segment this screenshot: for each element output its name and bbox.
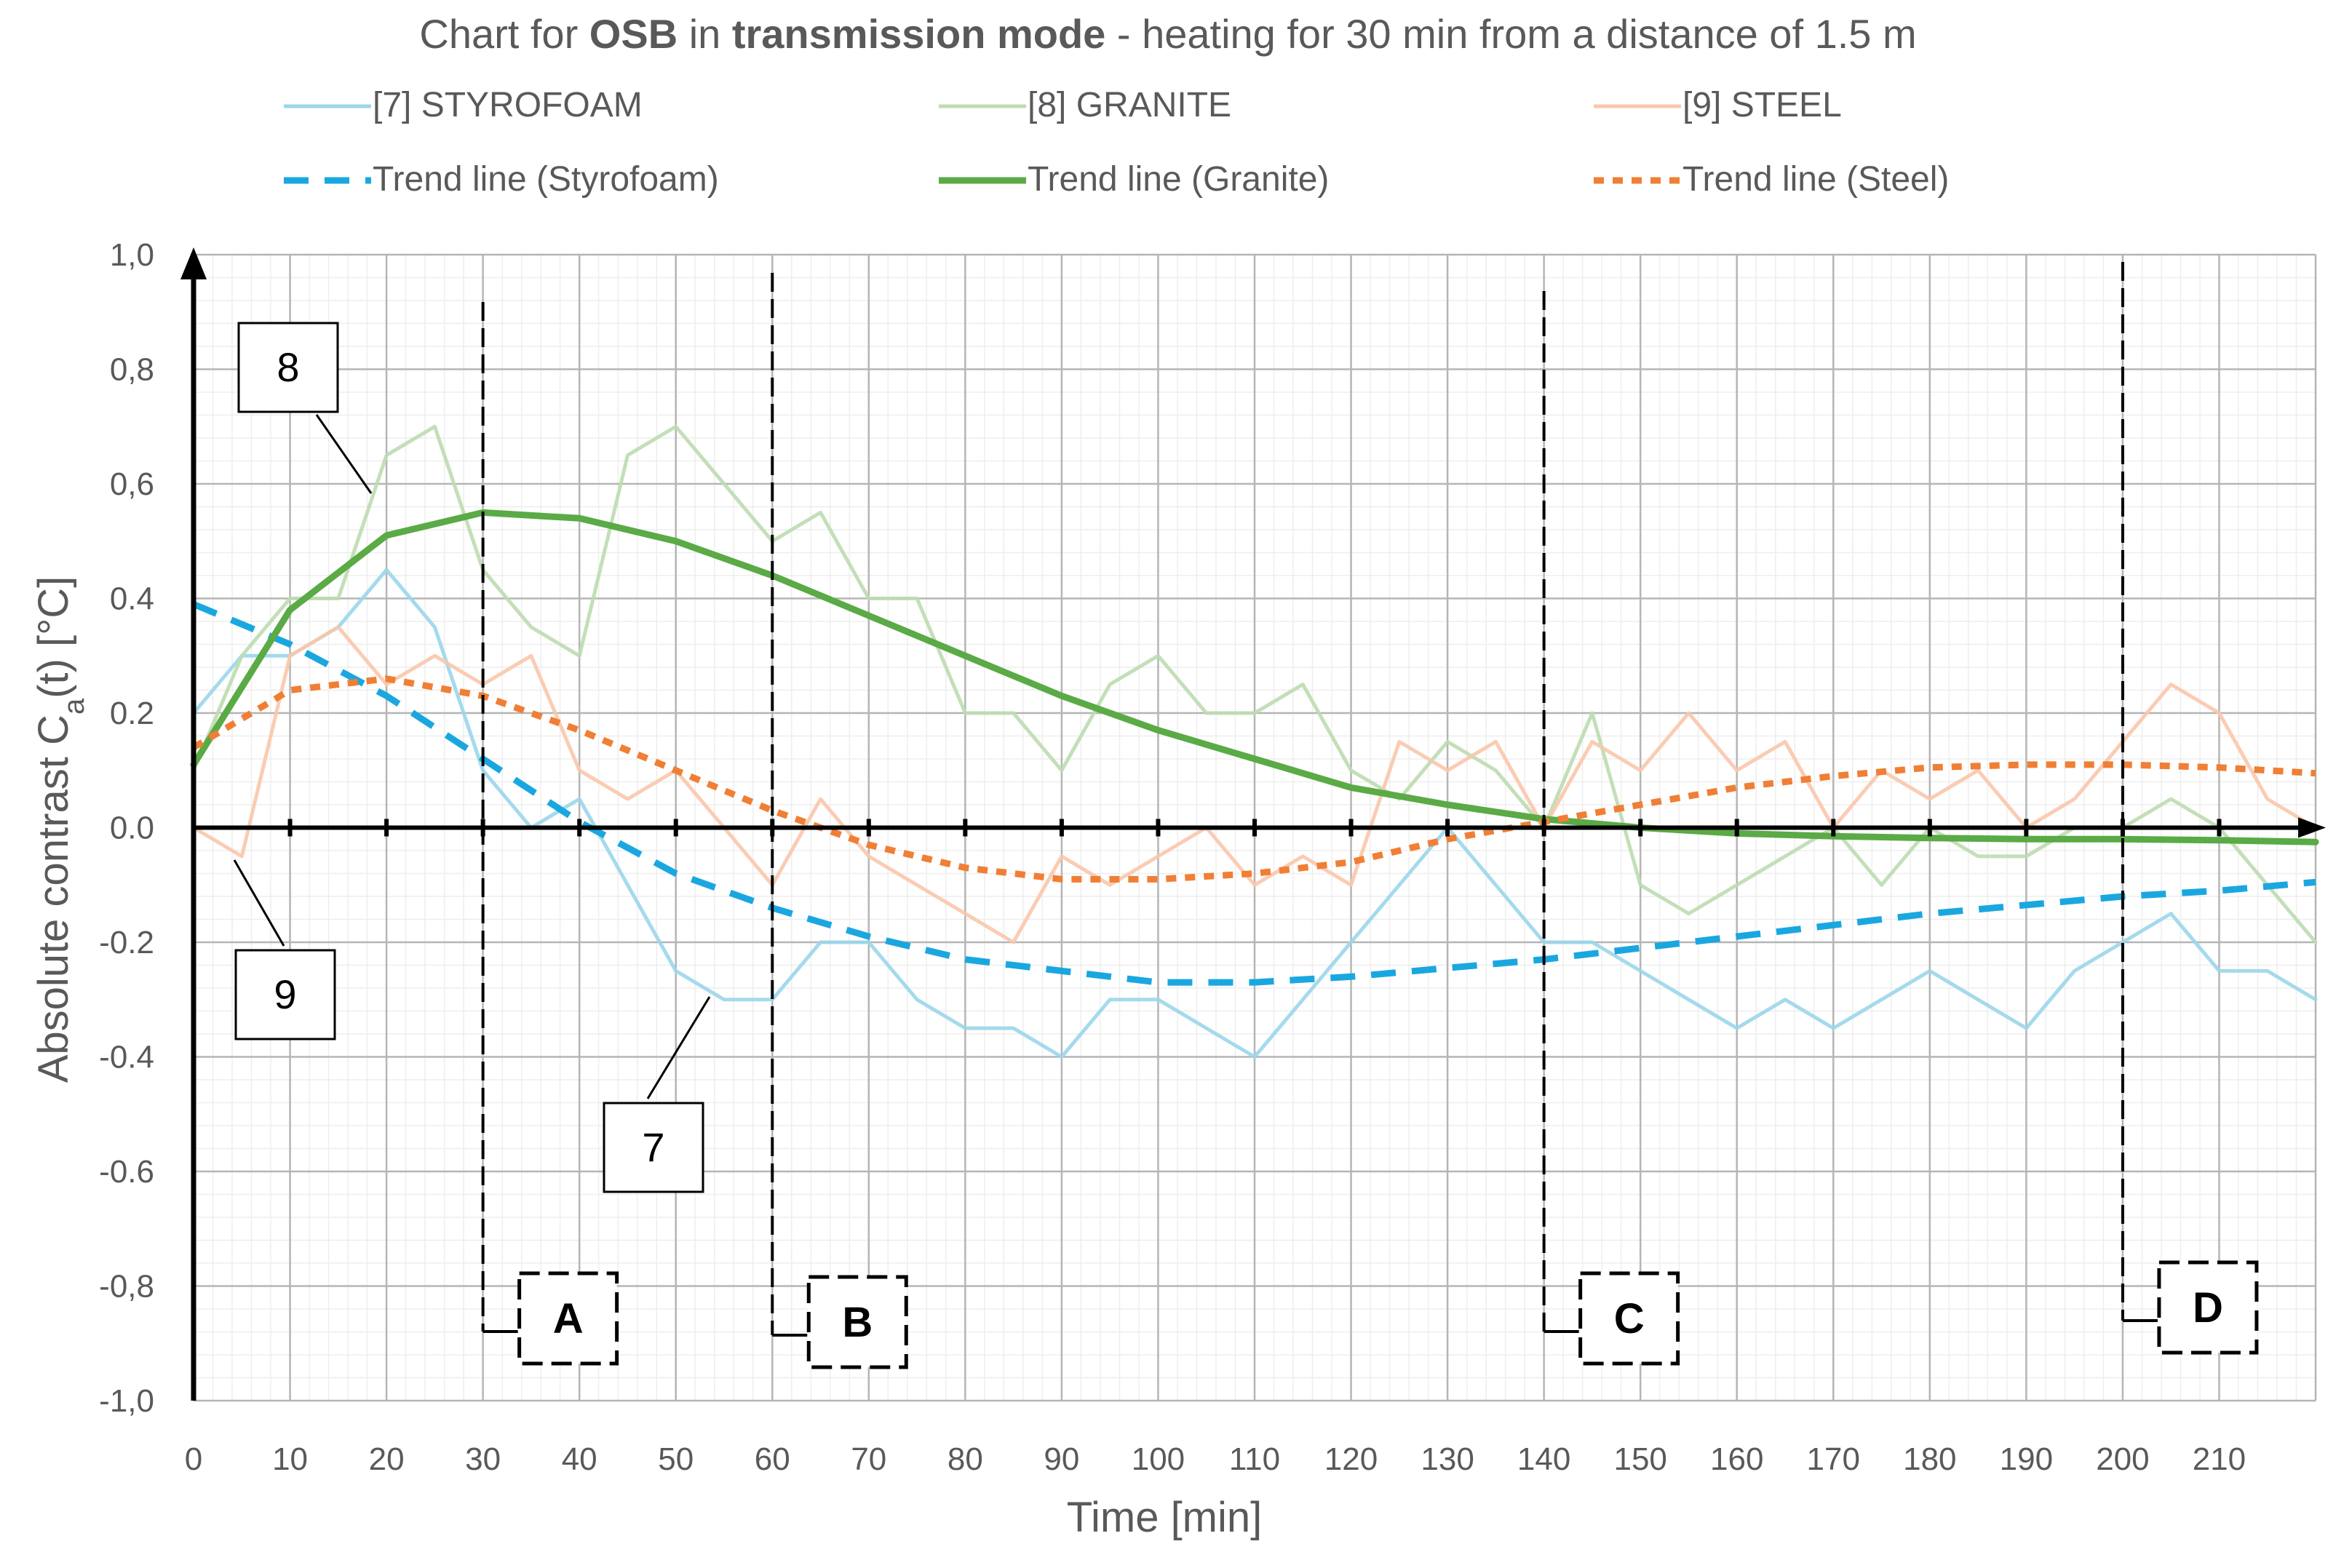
y-tick-label: 0.2 <box>110 696 154 731</box>
chart-title-part: in <box>678 11 732 57</box>
callout-group: 8 9 7 <box>233 322 711 1193</box>
series-line-styrofoam <box>191 568 2318 1059</box>
x-tick-label: 10 <box>272 1441 308 1477</box>
callout-leader-8 <box>315 414 373 494</box>
callout-box-7 <box>603 1102 704 1193</box>
y-tick-label: 0.0 <box>110 811 154 846</box>
callout-leader-9 <box>233 859 285 947</box>
y-axis-title-tail: (t) [°C] <box>30 576 77 699</box>
raw-series-group <box>191 424 2318 1059</box>
callout-label-7: 7 <box>642 1124 664 1170</box>
chart-title-part: OSB <box>589 11 678 57</box>
series-line-trend-granite <box>190 509 2319 845</box>
x-tick-label: 0 <box>185 1441 202 1477</box>
marker-label-d: D <box>2193 1284 2223 1332</box>
y-axis-title-main: Absolute contrast C <box>30 715 77 1083</box>
y-tick-label: 0.4 <box>110 581 154 617</box>
y-tick-label: -0.6 <box>99 1154 154 1190</box>
x-axis-title: Time [min] <box>1067 1494 1263 1541</box>
x-tick-label: 100 <box>1132 1441 1185 1477</box>
y-tick-label: 1,0 <box>110 237 154 273</box>
x-tick-label: 180 <box>1903 1441 1956 1477</box>
y-tick-label: -0.2 <box>99 925 154 960</box>
legend-label-trend-granite: Trend line (Granite) <box>1028 160 1329 199</box>
marker-label-a: A <box>553 1295 584 1342</box>
y-tick-label: -0,8 <box>99 1269 154 1305</box>
x-tick-label: 130 <box>1421 1441 1474 1477</box>
legend: [7] STYROFOAM [8] GRANITE [9] STEEL Trend l… <box>284 86 1949 199</box>
x-tick-label: 110 <box>1229 1441 1280 1477</box>
x-axis-arrow <box>2298 817 2326 838</box>
marker-box-c <box>1578 1271 1680 1366</box>
callout-leader-7 <box>646 996 711 1099</box>
series-line-trend-styrofoam <box>192 601 2316 986</box>
x-tick-label: 140 <box>1517 1441 1570 1477</box>
y-axis-title-sub: a <box>58 698 90 715</box>
x-tick-label: 190 <box>2000 1441 2053 1477</box>
y-tick-label: -0.4 <box>99 1040 154 1075</box>
marker-group: A B C D <box>481 262 2259 1369</box>
y-tick-labels: 1,0 0,8 0,6 0.4 0.2 0.0 -0.2 -0.4 -0.6 -0,8 -1,0 <box>99 237 154 1419</box>
legend-label-trend-styrofoam: Trend line (Styrofoam) <box>373 160 719 199</box>
y-axis-arrow <box>180 247 207 279</box>
chart-title-part: transmission mode <box>732 11 1105 57</box>
marker-box-d <box>2157 1260 2259 1355</box>
x-tick-label: 90 <box>1044 1441 1079 1477</box>
x-tick-label: 30 <box>465 1441 501 1477</box>
legend-label-steel: [9] STEEL <box>1683 86 1842 124</box>
callout-label-8: 8 <box>277 344 299 390</box>
x-tick-label: 120 <box>1324 1441 1378 1477</box>
chart-title-part: - heating for 30 min from a distance of … <box>1105 11 1916 57</box>
chart-title-part: Chart for <box>419 11 589 57</box>
marker-box-a <box>517 1271 619 1366</box>
x-tick-label: 60 <box>755 1441 790 1477</box>
marker-label-b: B <box>842 1299 873 1346</box>
x-tick-label: 170 <box>1807 1441 1860 1477</box>
series-line-steel <box>191 625 2318 944</box>
legend-label-trend-steel: Trend line (Steel) <box>1683 160 1949 199</box>
series-line-granite <box>191 424 2318 944</box>
callout-box-8 <box>237 322 339 413</box>
callout-label-9: 9 <box>274 971 296 1017</box>
x-tick-label: 160 <box>1710 1441 1763 1477</box>
marker-box-b <box>806 1275 908 1369</box>
callout-box-9 <box>234 949 336 1040</box>
y-tick-label: 0,8 <box>110 352 154 388</box>
x-tick-label: 20 <box>369 1441 405 1477</box>
legend-label-styrofoam: [7] STYROFOAM <box>373 86 643 124</box>
y-tick-label: 0,6 <box>110 466 154 502</box>
marker-label-c: C <box>1614 1295 1645 1342</box>
x-tick-label: 70 <box>851 1441 886 1477</box>
y-axis-title: Absolute contrast Ca(t) [°C] <box>30 576 90 1083</box>
x-tick-label: 210 <box>2193 1441 2246 1477</box>
y-tick-label: -1,0 <box>99 1383 154 1419</box>
chart-title: Chart for OSB in transmission mode - hea… <box>419 11 1916 57</box>
legend-label-granite: [8] GRANITE <box>1028 86 1231 124</box>
x-tick-label: 50 <box>658 1441 694 1477</box>
x-tick-label: 40 <box>562 1441 597 1477</box>
x-tick-label: 150 <box>1613 1441 1666 1477</box>
trend-series-group <box>190 509 2319 986</box>
x-tick-label: 200 <box>2096 1441 2149 1477</box>
x-tick-labels: 0 10 20 30 40 50 60 70 80 90 100 110 120 130 140 150 160… <box>185 1441 2246 1477</box>
x-tick-label: 80 <box>947 1441 983 1477</box>
